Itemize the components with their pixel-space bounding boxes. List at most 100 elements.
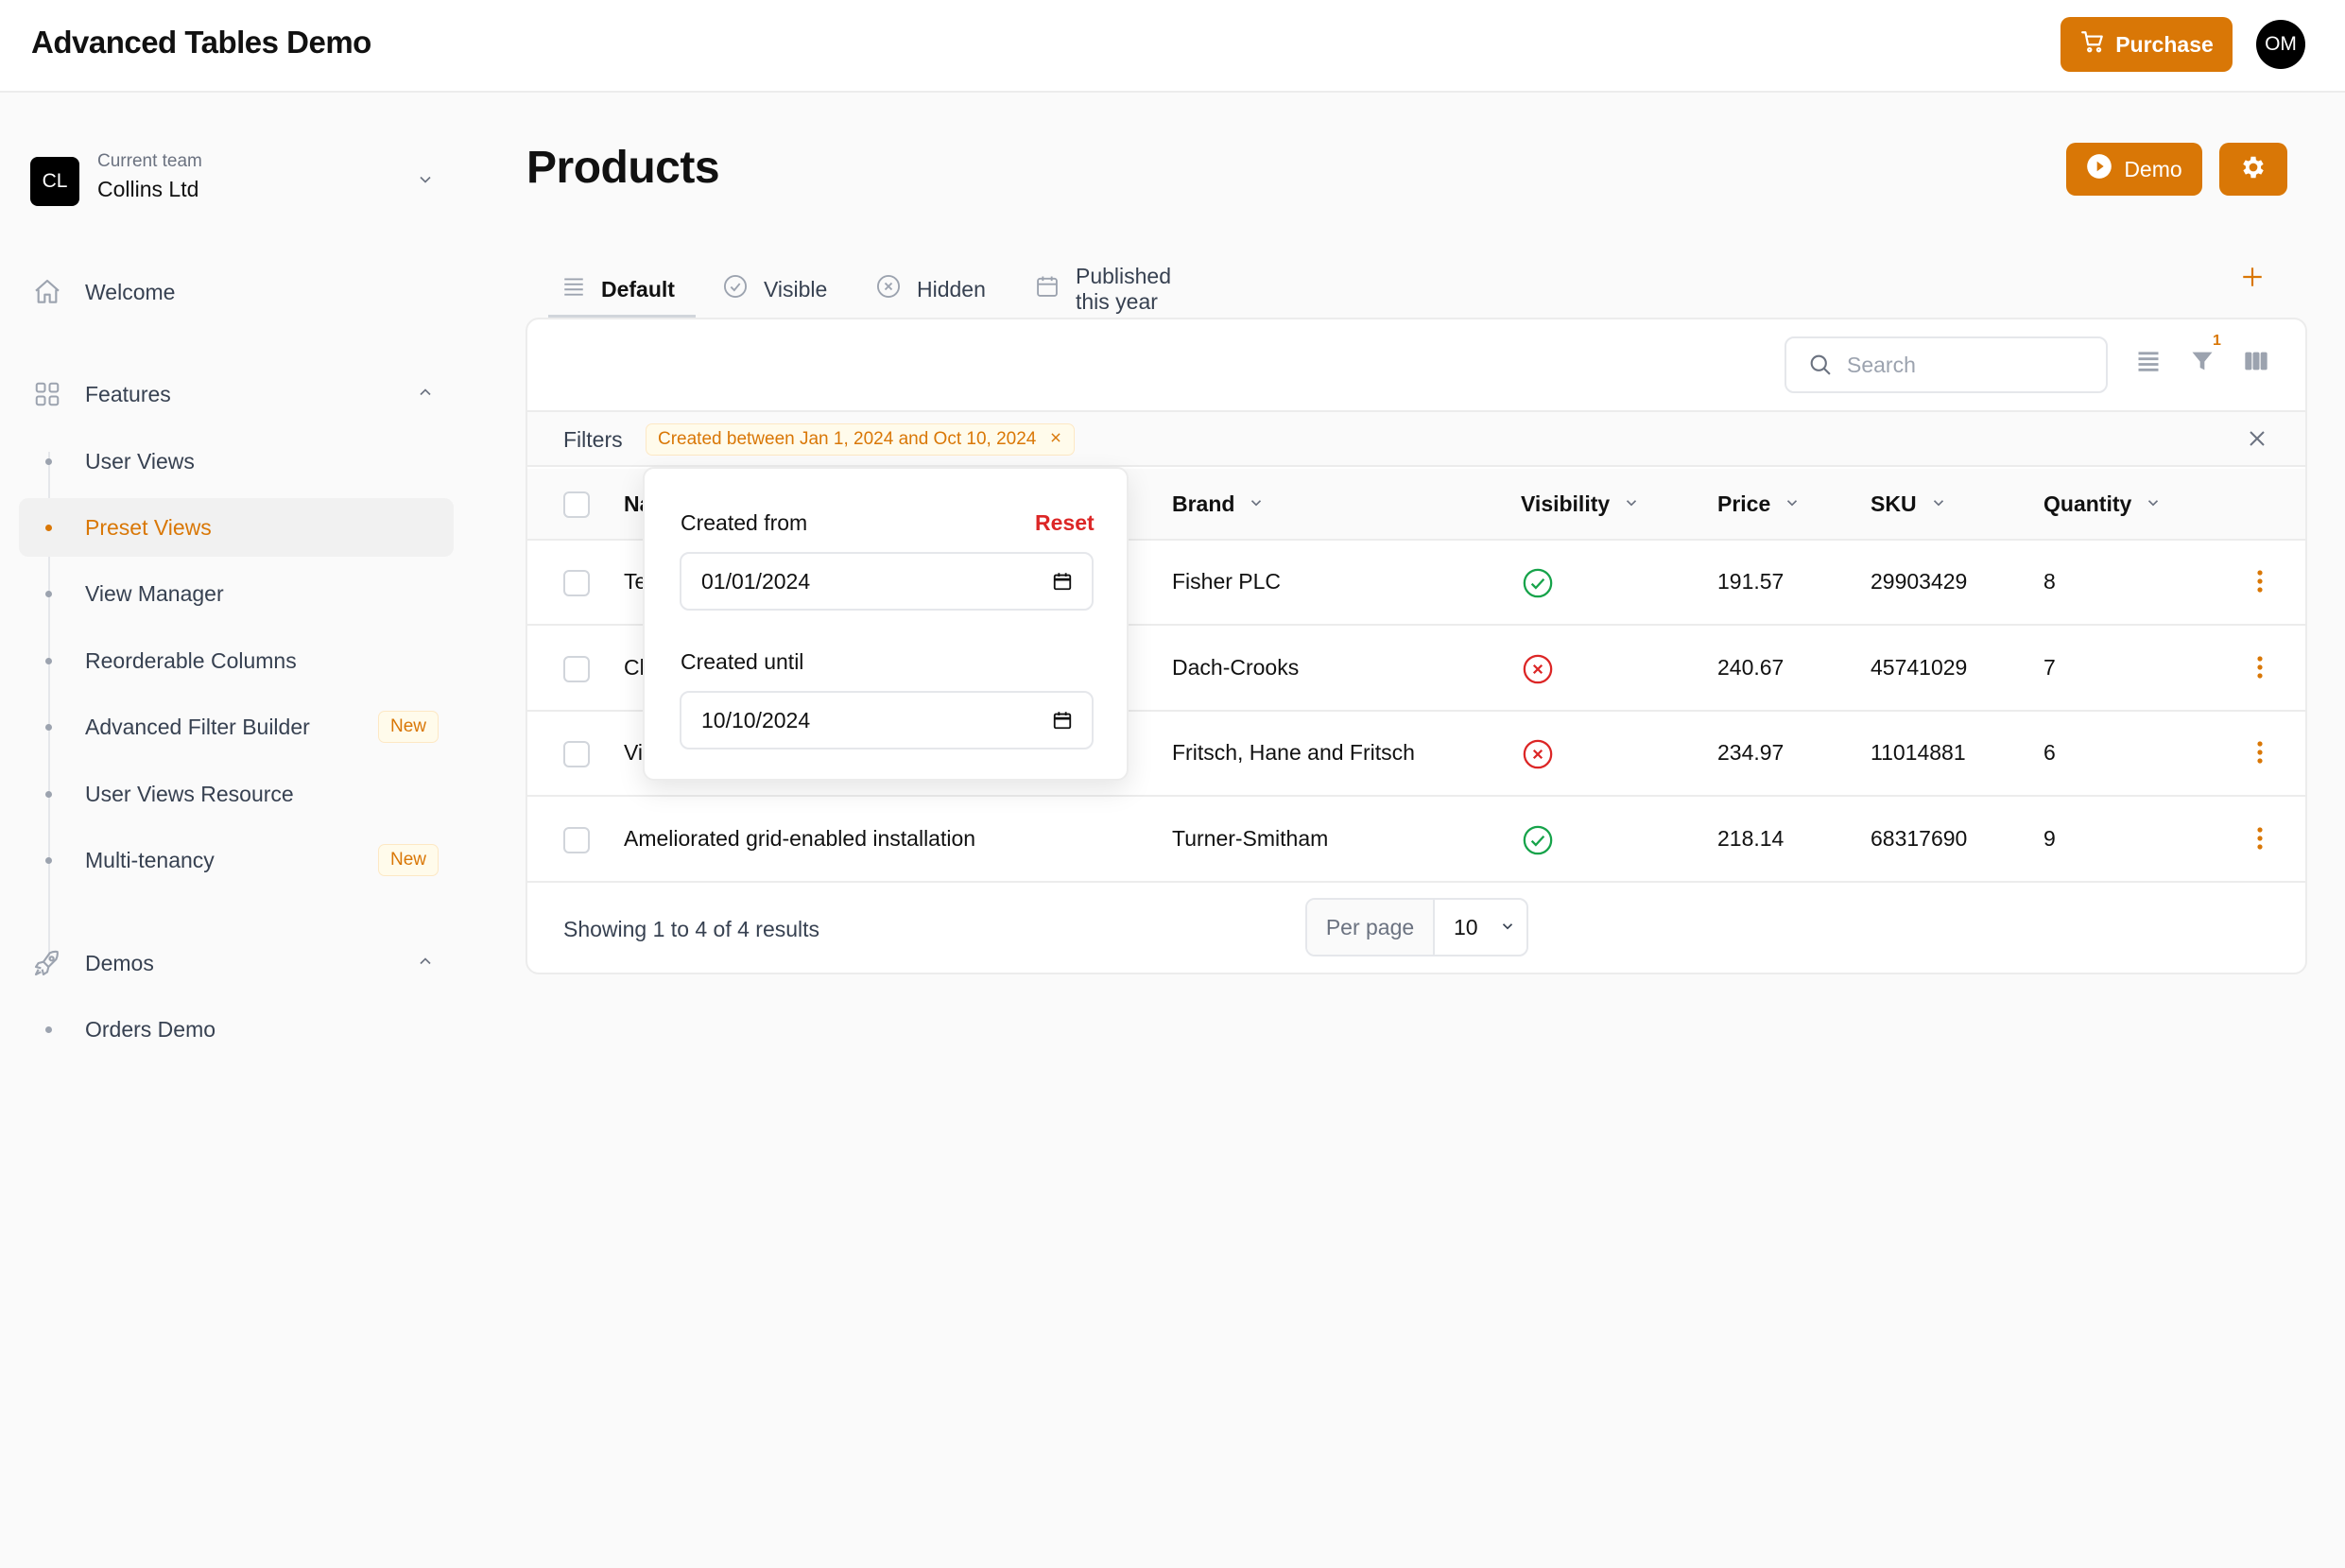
cell-price: 240.67 (1717, 655, 1785, 680)
purchase-label: Purchase (2115, 31, 2214, 57)
filter-button[interactable] (2185, 346, 2219, 380)
per-page-number: 10 (1454, 914, 1478, 939)
sidebar-item-user-views[interactable]: User Views (19, 432, 454, 491)
group-toggle-button[interactable] (2131, 346, 2165, 380)
column-header-visibility[interactable]: Visibility (1521, 491, 1640, 517)
cell-name: Cl (624, 655, 645, 680)
tab-label: Visible (764, 276, 828, 302)
filter-chip[interactable]: Created between Jan 1, 2024 and Oct 10, … (646, 423, 1076, 456)
column-header-brand[interactable]: Brand (1172, 491, 1265, 517)
cell-brand: Fisher PLC (1172, 569, 1282, 594)
kebab-icon (2256, 569, 2264, 598)
reset-button[interactable]: Reset (1035, 510, 1095, 535)
purchase-button[interactable]: Purchase (2060, 17, 2233, 72)
per-page-value[interactable]: 10 (1435, 900, 1526, 955)
created-until-label: Created until (681, 649, 804, 674)
chevron-up-icon (416, 952, 435, 975)
team-switcher[interactable]: CL Current team Collins Ltd (30, 151, 446, 219)
cell-quantity: 7 (2043, 655, 2056, 680)
table-row[interactable]: Ameliorated grid-enabled installation Tu… (527, 798, 2305, 883)
add-view-button[interactable] (2240, 265, 2265, 289)
cell-sku: 29903429 (1871, 569, 1968, 594)
sidebar-item-preset-views[interactable]: Preset Views (19, 498, 454, 557)
column-label: Brand (1172, 491, 1235, 516)
sidebar-item-advanced-filter-builder[interactable]: Advanced Filter Builder New (19, 698, 454, 756)
column-header-price[interactable]: Price (1717, 491, 1801, 517)
column-label: SKU (1871, 491, 1917, 516)
columns-toggle-button[interactable] (2239, 346, 2273, 380)
new-badge: New (378, 844, 440, 876)
calendar-icon[interactable] (1052, 571, 1073, 597)
remove-filter-icon[interactable] (1049, 429, 1062, 450)
per-page-select[interactable]: Per page 10 (1305, 898, 1528, 956)
hidden-x-icon (1522, 738, 1554, 770)
tab-default[interactable]: Default (561, 260, 675, 319)
sidebar-item-reorderable-columns[interactable]: Reorderable Columns (19, 631, 454, 690)
row-actions-button[interactable] (2246, 569, 2274, 597)
search-field[interactable] (1785, 336, 2108, 393)
sidebar-group-demos[interactable]: Demos (30, 939, 446, 987)
rows-icon (2135, 348, 2162, 379)
tab-label: Hidden (917, 276, 986, 302)
results-summary: Showing 1 to 4 of 4 results (563, 917, 820, 941)
cell-sku: 45741029 (1871, 655, 1968, 680)
app-title: Advanced Tables Demo (31, 25, 371, 60)
tab-hidden[interactable]: Hidden (875, 260, 986, 319)
created-from-input[interactable]: 01/01/2024 (680, 552, 1094, 611)
row-checkbox[interactable] (563, 656, 590, 682)
bullet (45, 857, 52, 864)
cart-icon (2079, 29, 2106, 60)
sidebar-group-label: Demos (85, 950, 154, 975)
tab-label: Default (601, 276, 675, 302)
visible-check-icon (1522, 567, 1554, 599)
row-actions-button[interactable] (2246, 655, 2274, 683)
settings-button[interactable] (2219, 143, 2287, 196)
column-header-sku[interactable]: SKU (1871, 491, 1947, 517)
cell-quantity: 8 (2043, 569, 2056, 594)
demo-button[interactable]: Demo (2066, 143, 2202, 196)
sidebar-item-orders-demo[interactable]: Orders Demo (19, 1000, 454, 1059)
row-checkbox[interactable] (563, 827, 590, 853)
table-footer: Showing 1 to 4 of 4 results Per page 10 (527, 883, 2305, 973)
sidebar-item-multi-tenancy[interactable]: Multi-tenancy New (19, 831, 454, 889)
tab-published-this-year[interactable]: Published this year (1034, 260, 1171, 319)
clear-filters-button[interactable] (2246, 427, 2270, 452)
sidebar-item-welcome[interactable]: Welcome (30, 268, 446, 316)
row-checkbox[interactable] (563, 570, 590, 596)
chevron-down-icon (1499, 915, 1516, 940)
chevron-down-icon (1623, 491, 1640, 517)
chevron-down-icon (416, 170, 435, 194)
column-header-quantity[interactable]: Quantity (2043, 491, 2162, 517)
bullet (45, 658, 52, 664)
bullet (45, 591, 52, 597)
cell-brand: Turner-Smitham (1172, 826, 1329, 851)
row-actions-button[interactable] (2246, 826, 2274, 854)
tree-line (48, 452, 50, 960)
created-until-input[interactable]: 10/10/2024 (680, 691, 1094, 750)
chevron-down-icon (1784, 491, 1801, 517)
user-avatar[interactable]: OM (2256, 20, 2305, 69)
cell-price: 191.57 (1717, 569, 1785, 594)
cell-price: 218.14 (1717, 826, 1785, 851)
sidebar-item-view-manager[interactable]: View Manager (19, 564, 454, 623)
bullet (45, 724, 52, 731)
funnel-icon (2189, 348, 2216, 379)
column-label: Visibility (1521, 491, 1611, 516)
row-actions-button[interactable] (2246, 740, 2274, 768)
kebab-icon (2256, 655, 2264, 684)
chevron-up-icon (416, 383, 435, 406)
search-input[interactable] (1847, 352, 2093, 378)
hidden-x-icon (1522, 653, 1554, 685)
list-icon (561, 274, 586, 304)
sidebar-item-label: Orders Demo (85, 1017, 216, 1042)
team-name: Collins Ltd (97, 177, 199, 201)
select-all-checkbox[interactable] (563, 491, 590, 518)
calendar-icon[interactable] (1052, 710, 1073, 736)
sidebar-group-features[interactable]: Features (30, 370, 446, 418)
sidebar-item-label: Preset Views (85, 515, 212, 540)
sidebar-item-user-views-resource[interactable]: User Views Resource (19, 765, 454, 823)
tab-visible[interactable]: Visible (722, 260, 827, 319)
demo-label: Demo (2124, 156, 2182, 181)
row-checkbox[interactable] (563, 741, 590, 767)
column-label: Price (1717, 491, 1771, 516)
